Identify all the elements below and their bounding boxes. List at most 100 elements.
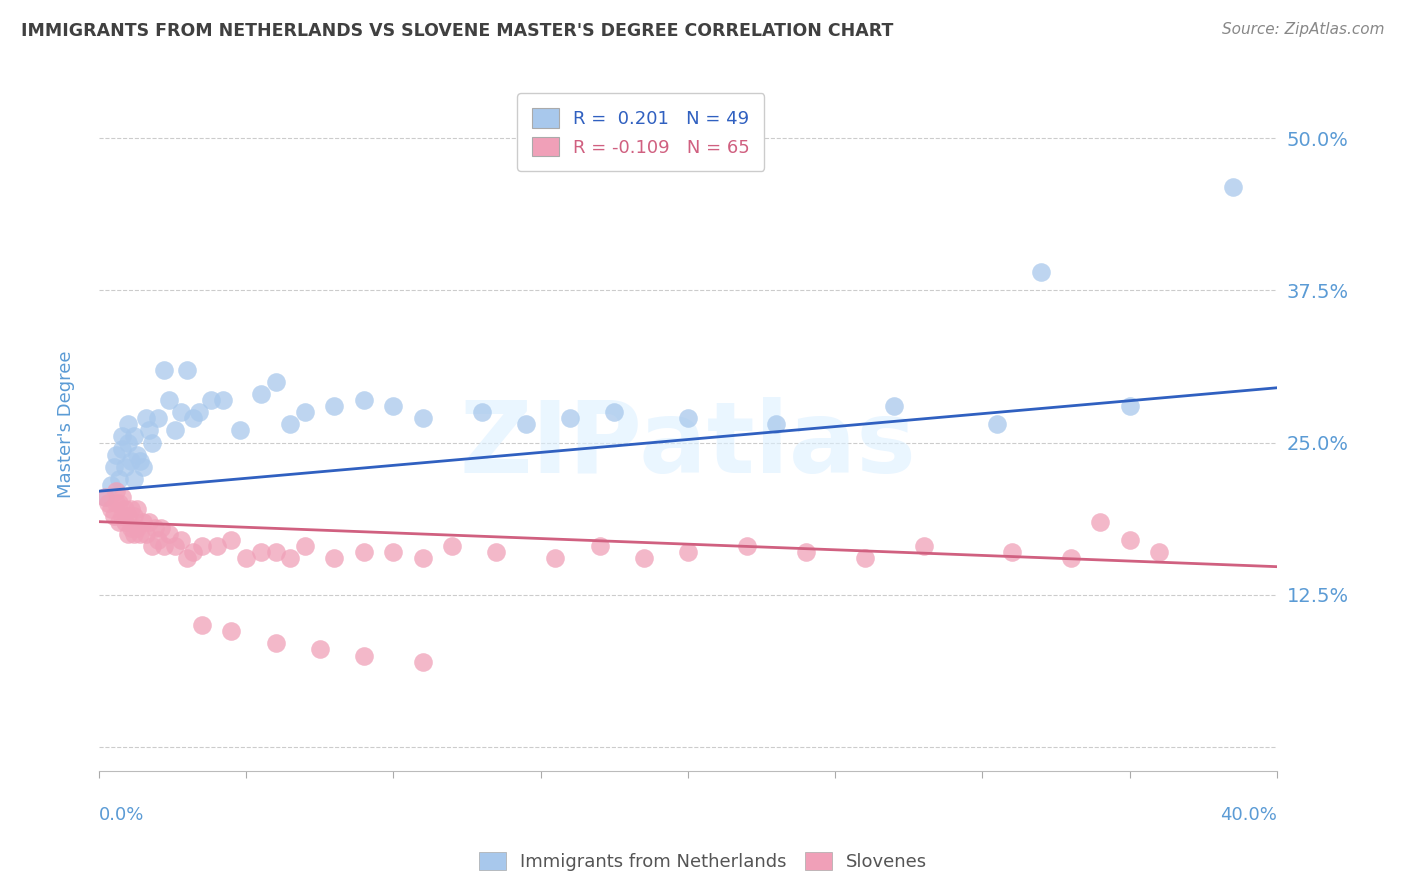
Point [176,551,198,566]
Point [111,429,134,443]
Point [111,442,134,456]
Point [135,411,157,425]
Point [125,448,148,462]
Point [176,362,198,376]
Text: IMMIGRANTS FROM NETHERLANDS VS SLOVENE MASTER'S DEGREE CORRELATION CHART: IMMIGRANTS FROM NETHERLANDS VS SLOVENE M… [21,22,893,40]
Point [170,405,193,419]
Point [235,551,257,566]
Point [353,648,375,663]
Point [146,533,169,547]
Point [100,502,122,516]
Point [264,375,287,389]
Point [412,411,434,425]
Point [794,545,817,559]
Point [100,478,122,492]
Point [152,362,174,376]
Point [114,459,136,474]
Point [229,423,252,437]
Point [1118,399,1140,413]
Point [588,539,610,553]
Point [1118,533,1140,547]
Legend: Immigrants from Netherlands, Slovenes: Immigrants from Netherlands, Slovenes [471,845,935,879]
Point [558,411,581,425]
Point [143,521,166,535]
Point [117,417,139,432]
Point [603,405,626,419]
Point [125,521,148,535]
Point [141,539,163,553]
Point [132,459,155,474]
Legend: R =  0.201   N = 49, R = -0.109   N = 65: R = 0.201 N = 49, R = -0.109 N = 65 [517,94,765,171]
Point [471,405,494,419]
Point [191,539,214,553]
Point [170,533,193,547]
Point [122,472,145,486]
Point [105,484,128,499]
Point [105,496,128,510]
Point [441,539,464,553]
Point [146,411,169,425]
Text: 40.0%: 40.0% [1220,805,1277,824]
Point [278,417,301,432]
Point [211,392,233,407]
Point [165,539,187,553]
Point [765,417,787,432]
Point [912,539,935,553]
Point [125,502,148,516]
Point [853,551,876,566]
Point [117,435,139,450]
Point [264,545,287,559]
Point [149,521,172,535]
Point [264,636,287,650]
Point [205,539,228,553]
Point [122,526,145,541]
Point [117,508,139,523]
Point [883,399,905,413]
Point [108,496,131,510]
Point [114,502,136,516]
Point [249,545,271,559]
Y-axis label: Master's Degree: Master's Degree [58,351,75,498]
Point [633,551,655,566]
Point [159,526,181,541]
Point [412,655,434,669]
Point [108,515,131,529]
Point [353,545,375,559]
Point [308,642,330,657]
Point [294,405,316,419]
Point [120,521,142,535]
Point [294,539,316,553]
Point [120,454,142,468]
Point [103,508,125,523]
Point [1001,545,1024,559]
Point [323,551,346,566]
Point [515,417,537,432]
Point [111,508,134,523]
Point [141,435,163,450]
Point [735,539,758,553]
Point [132,515,155,529]
Point [200,392,222,407]
Point [138,515,160,529]
Text: 0.0%: 0.0% [98,805,145,824]
Point [129,454,152,468]
Point [103,459,125,474]
Point [544,551,567,566]
Point [323,399,346,413]
Point [676,545,699,559]
Point [382,545,405,559]
Point [122,429,145,443]
Point [159,392,181,407]
Point [1031,265,1053,279]
Point [122,508,145,523]
Point [97,496,120,510]
Point [412,551,434,566]
Point [129,526,152,541]
Point [108,472,131,486]
Point [278,551,301,566]
Point [986,417,1008,432]
Point [485,545,508,559]
Point [221,533,243,547]
Point [117,526,139,541]
Point [1090,515,1112,529]
